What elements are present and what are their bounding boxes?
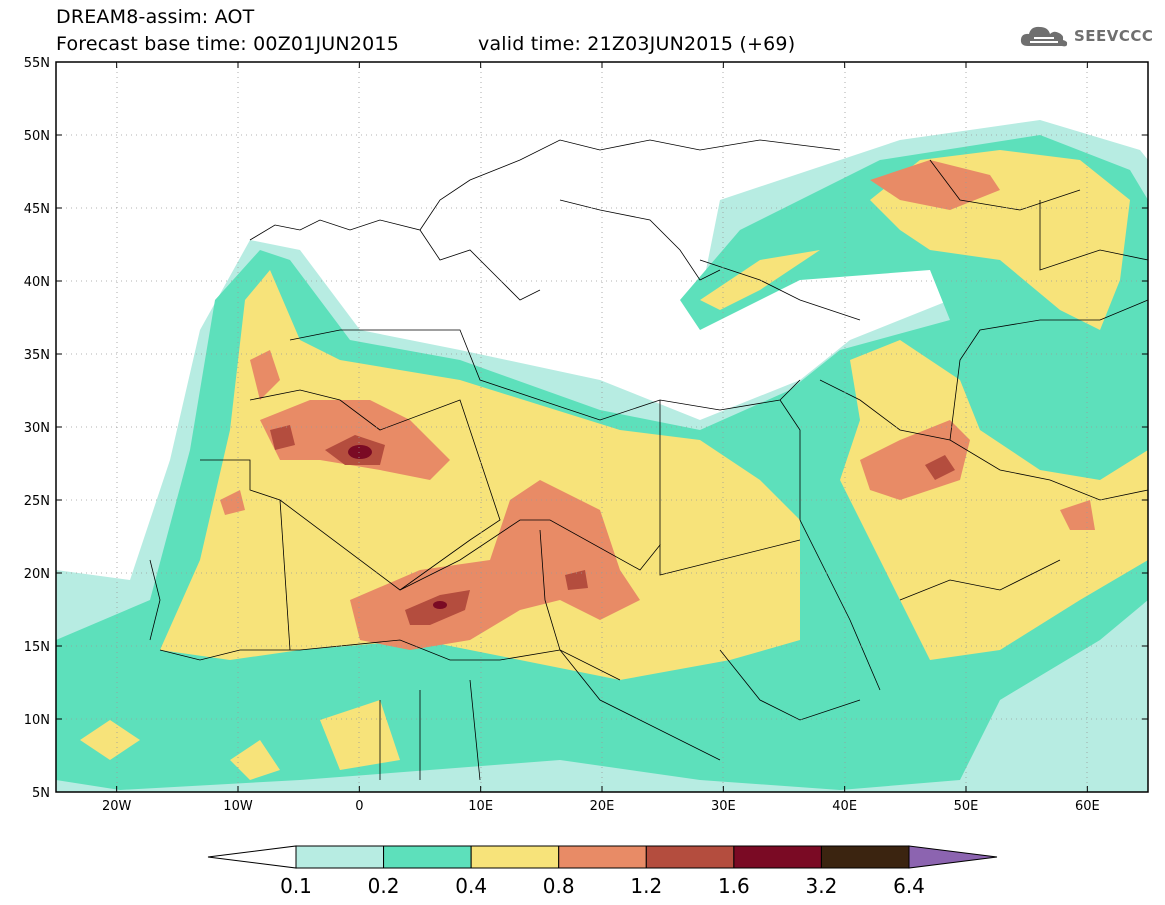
lat-label: 15N bbox=[24, 640, 50, 655]
colorbar-label: 3.2 bbox=[806, 874, 838, 898]
lon-label: 40E bbox=[832, 799, 857, 814]
lat-label: 40N bbox=[24, 275, 50, 290]
colorbar-segment bbox=[733, 845, 822, 869]
seevccc-logo: SEEVCCC bbox=[1018, 22, 1153, 50]
colorbar-segment bbox=[558, 845, 647, 869]
colorbar: 0.1 0.2 0.4 0.8 1.2 1.6 3.2 6.4 bbox=[207, 845, 998, 898]
colorbar-label: 6.4 bbox=[893, 874, 925, 898]
lat-label: 5N bbox=[32, 786, 50, 801]
lat-label: 30N bbox=[24, 421, 50, 436]
lon-label: 10W bbox=[223, 799, 253, 814]
colorbar-label: 0.8 bbox=[543, 874, 575, 898]
colorbar-label: 0.4 bbox=[455, 874, 487, 898]
lat-label: 45N bbox=[24, 202, 50, 217]
lat-axis: 55N 50N 45N 40N 35N 30N 25N 20N 15N 10N 5N bbox=[24, 56, 1148, 801]
map-title: DREAM8-assim: AOT bbox=[56, 6, 255, 28]
colorbar-label: 0.2 bbox=[368, 874, 400, 898]
lon-label: 0 bbox=[355, 799, 363, 814]
lon-label: 50E bbox=[954, 799, 979, 814]
colorbar-segment bbox=[295, 845, 385, 869]
lat-label: 10N bbox=[24, 713, 50, 728]
lon-label: 10E bbox=[468, 799, 493, 814]
colorbar-segment bbox=[383, 845, 472, 869]
colorbar-over-triangle bbox=[908, 845, 998, 869]
graticule bbox=[56, 62, 1148, 792]
lat-label: 50N bbox=[24, 129, 50, 144]
lon-label: 30E bbox=[711, 799, 736, 814]
lat-label: 25N bbox=[24, 494, 50, 509]
logo-text: SEEVCCC bbox=[1074, 27, 1154, 45]
colorbar-segment bbox=[645, 845, 735, 869]
colorbar-label: 1.6 bbox=[718, 874, 750, 898]
lat-label: 55N bbox=[24, 56, 50, 71]
base-time-label: Forecast base time: 00Z01JUN2015 bbox=[56, 33, 399, 55]
lon-label: 60E bbox=[1075, 799, 1100, 814]
cloud-icon bbox=[1020, 26, 1068, 47]
colorbar-segment bbox=[470, 845, 560, 869]
lon-label: 20E bbox=[590, 799, 615, 814]
country-borders bbox=[149, 139, 1149, 781]
colorbar-label: 0.1 bbox=[280, 874, 312, 898]
lon-axis: 20W 10W 0 10E 20E 30E 40E 50E 60E bbox=[102, 62, 1100, 814]
colorbar-label: 1.2 bbox=[630, 874, 662, 898]
lat-label: 35N bbox=[24, 348, 50, 363]
colorbar-under-triangle bbox=[207, 845, 297, 869]
lat-label: 20N bbox=[24, 567, 50, 582]
valid-time-label: valid time: 21Z03JUN2015 (+69) bbox=[478, 33, 796, 55]
lon-label: 20W bbox=[102, 799, 132, 814]
colorbar-segment bbox=[820, 845, 910, 869]
